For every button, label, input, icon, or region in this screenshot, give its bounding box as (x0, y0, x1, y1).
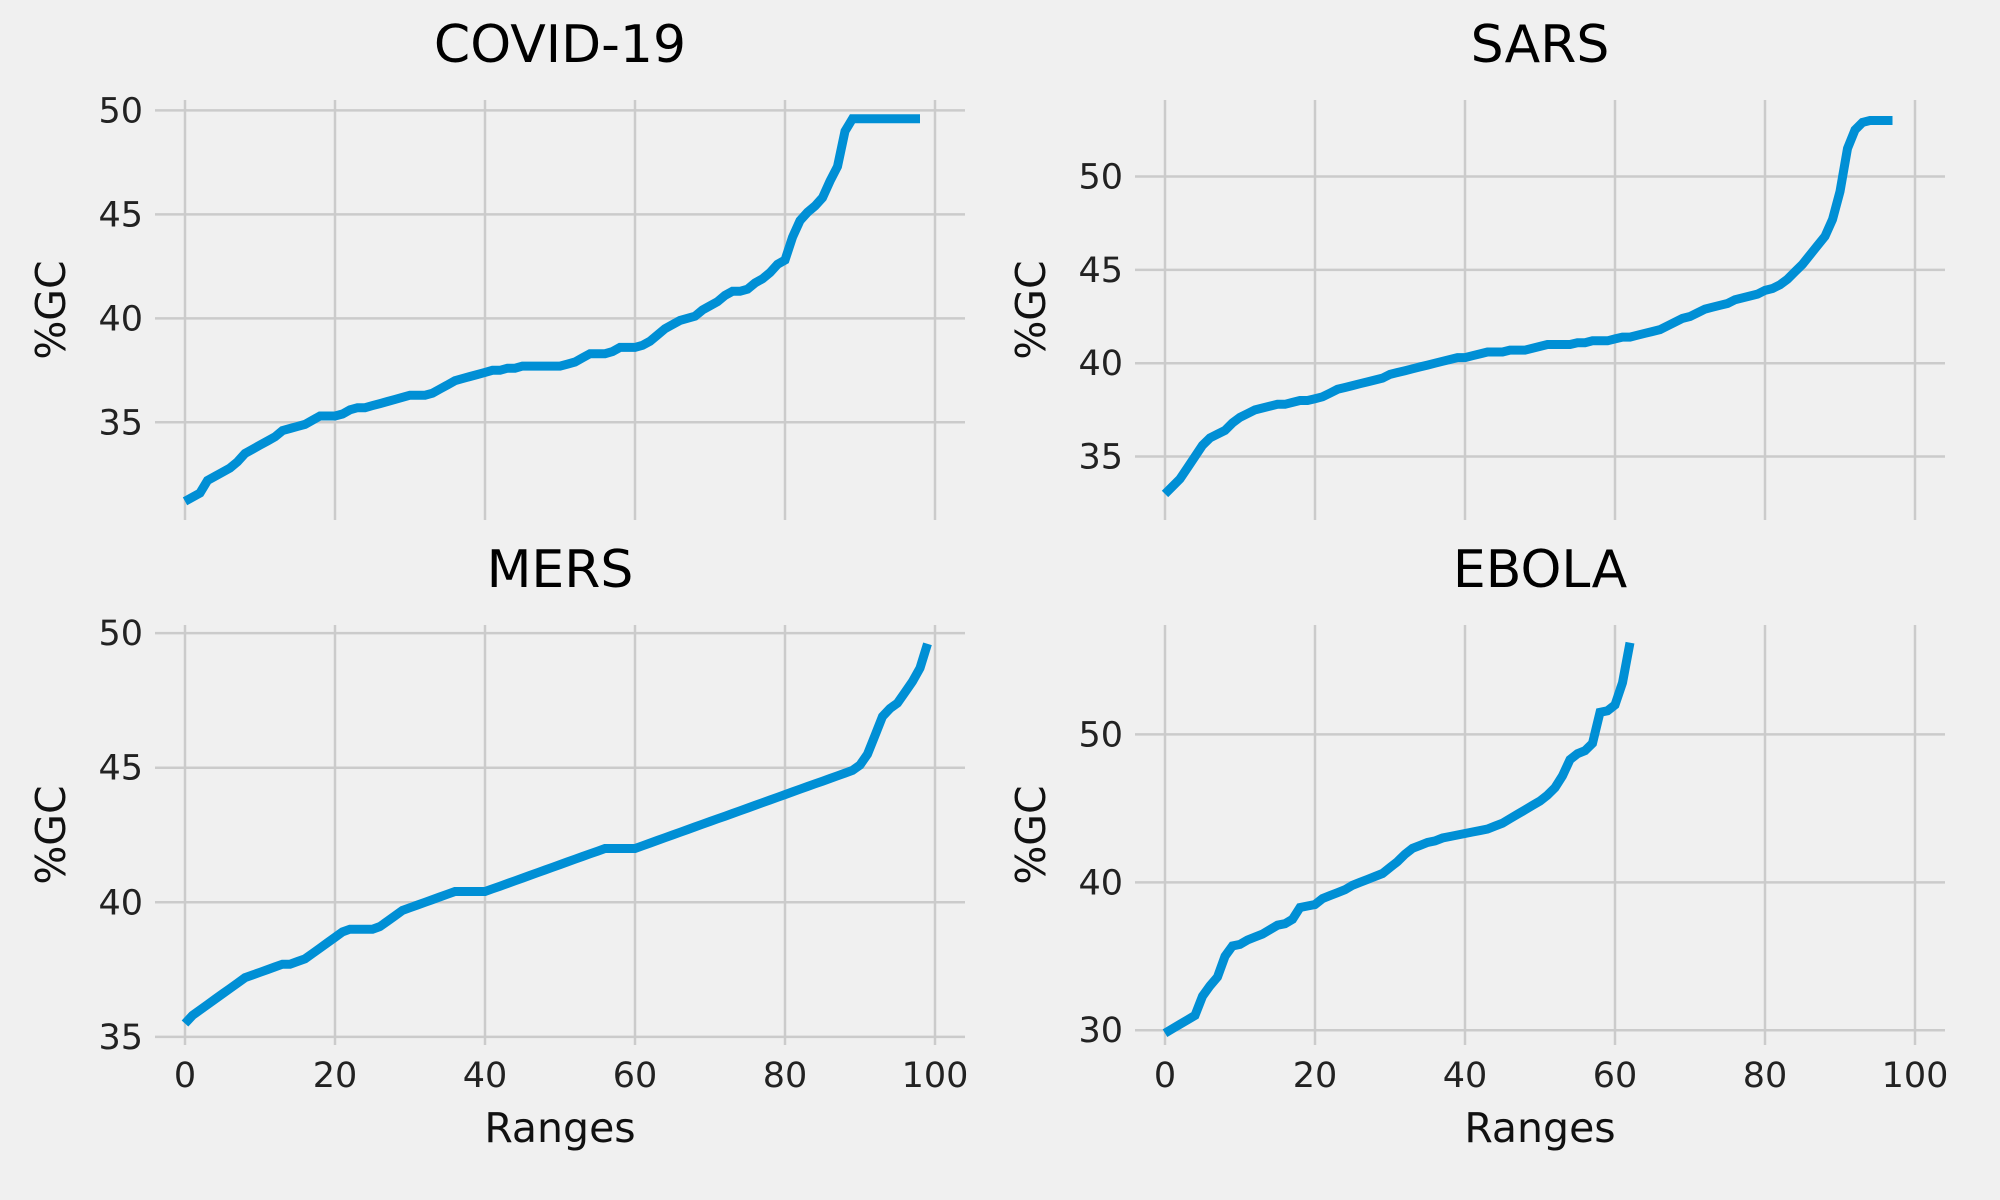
mers-title: MERS (487, 540, 634, 600)
ebola-xlabel: Ranges (1464, 1104, 1615, 1152)
mers-y-tick-label: 40 (98, 883, 143, 923)
ebola-x-tick-label: 0 (1154, 1056, 1176, 1096)
sars-series-line (1161, 116, 1893, 498)
ebola-x-tick-label: 20 (1293, 1056, 1338, 1096)
sars-panel: 35 40 45 50 SARS %GC (1007, 15, 1945, 520)
mers-x-tick-label: 80 (763, 1056, 808, 1096)
mers-x-tick-label: 40 (463, 1056, 508, 1096)
covid-ylabel: %GC (27, 260, 75, 359)
mers-ylabel: %GC (27, 785, 75, 884)
ebola-x-tick-label: 100 (1882, 1056, 1949, 1096)
covid-y-tick-label: 35 (98, 403, 143, 443)
mers-x-tick-label: 60 (613, 1056, 658, 1096)
ebola-x-tick-label: 60 (1593, 1056, 1638, 1096)
mers-y-tick-label: 35 (98, 1018, 143, 1058)
ebola-ylabel: %GC (1007, 785, 1055, 884)
mers-x-tick-label: 0 (174, 1056, 196, 1096)
sars-y-tick-label: 40 (1078, 344, 1123, 384)
mers-x-tick-label: 20 (313, 1056, 358, 1096)
mers-y-tick-label: 50 (98, 614, 143, 654)
mers-y-tick-label: 45 (98, 749, 143, 789)
sars-ylabel: %GC (1007, 260, 1055, 359)
mers-xlabel: Ranges (484, 1104, 635, 1152)
covid-y-tick-label: 45 (98, 195, 143, 235)
ebola-y-tick-label: 40 (1078, 863, 1123, 903)
mers-panel: 0 20 40 60 80 100 35 40 45 50 MERS %GC Ranges (27, 540, 968, 1152)
mers-series-line (181, 642, 932, 1027)
ebola-series-line (1162, 641, 1635, 1038)
covid-series-line (182, 114, 920, 506)
covid-y-tick-label: 40 (98, 299, 143, 339)
sars-title: SARS (1471, 15, 1610, 75)
sars-y-tick-label: 50 (1078, 158, 1123, 198)
covid-panel: 35 40 45 50 COVID-19 %GC (27, 15, 965, 520)
ebola-x-tick-label: 80 (1743, 1056, 1788, 1096)
covid-title: COVID-19 (434, 15, 686, 75)
ebola-y-tick-label: 30 (1078, 1011, 1123, 1051)
ebola-y-tick-label: 50 (1078, 715, 1123, 755)
sars-y-tick-label: 45 (1078, 251, 1123, 291)
ebola-title: EBOLA (1453, 540, 1628, 600)
ebola-x-tick-label: 40 (1443, 1056, 1488, 1096)
mers-x-tick-label: 100 (902, 1056, 969, 1096)
ebola-panel: 0 20 40 60 80 100 30 40 50 EBOLA %GC Ranges (1007, 540, 1948, 1152)
sars-y-tick-label: 35 (1078, 438, 1123, 478)
covid-y-tick-label: 50 (98, 91, 143, 131)
